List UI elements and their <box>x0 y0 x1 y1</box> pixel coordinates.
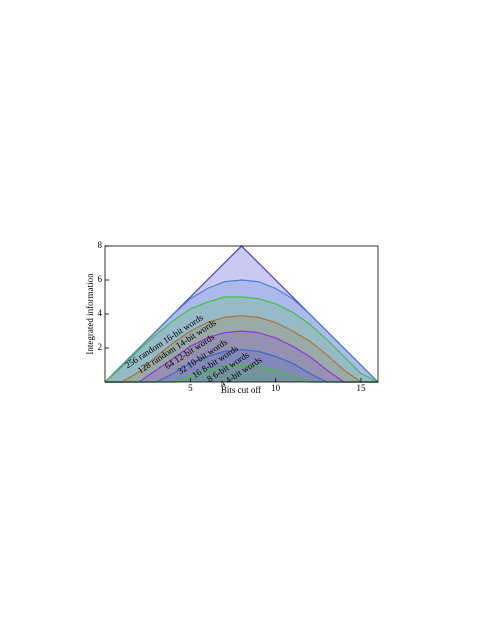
series-line <box>105 315 378 383</box>
area-fill <box>105 246 378 382</box>
series-line <box>104 296 379 383</box>
x-tick-label: 15 <box>356 383 366 393</box>
series-line <box>105 330 378 383</box>
x-tick-label: 10 <box>271 383 281 393</box>
x-tick-label: 5 <box>188 383 193 393</box>
area-fill <box>105 331 378 382</box>
y-axis-label: Integrated information <box>85 273 95 355</box>
y-tick-label: 4 <box>98 308 103 318</box>
y-tick-label: 6 <box>98 274 103 284</box>
y-tick-label: 8 <box>98 240 103 250</box>
series-line <box>104 279 379 383</box>
area-fill <box>105 315 378 382</box>
area-fill <box>105 365 378 382</box>
area-fill <box>105 297 378 382</box>
x-axis-label: Bits cut off <box>221 385 261 395</box>
y-tick-label: 2 <box>98 342 103 352</box>
